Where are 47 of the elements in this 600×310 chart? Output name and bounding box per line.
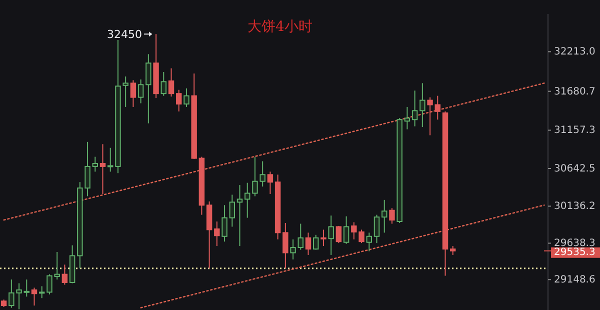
candlestick [24, 279, 30, 298]
candlestick [420, 82, 426, 128]
candlestick [39, 286, 45, 299]
y-tick-label: 32213.0 [554, 46, 596, 58]
candlestick [168, 68, 174, 98]
candlestick [389, 208, 395, 224]
candlestick [146, 54, 152, 124]
candlestick [267, 171, 274, 194]
annotation: 32450 [107, 28, 142, 42]
candlestick [305, 232, 312, 256]
candlestick [100, 144, 106, 194]
y-tick-label: 31680.7 [554, 86, 596, 98]
text: 29535.3 [554, 246, 596, 258]
candlestick [222, 204, 228, 242]
candlestick [290, 238, 296, 260]
candlestick [374, 214, 380, 244]
candlestick [236, 184, 243, 247]
candlestick [214, 220, 220, 247]
candlestick [382, 199, 388, 234]
candlestick [366, 232, 372, 252]
y-tick-label: 29148.6 [554, 274, 596, 286]
y-tick-label: 30642.5 [554, 164, 596, 175]
chart-title: 大饼4小时 [248, 19, 312, 35]
candlestick [31, 287, 38, 306]
candlestick [282, 222, 288, 269]
candlestick [313, 234, 319, 250]
candlestick [336, 225, 342, 244]
candlestick [412, 90, 418, 127]
candlestick [404, 106, 410, 130]
candlestick [62, 264, 68, 286]
candlestick [92, 156, 98, 172]
candlestick [343, 216, 350, 244]
candlestick [176, 89, 182, 112]
candlestick [108, 147, 114, 172]
candlestick [328, 215, 334, 256]
candlestick [229, 194, 235, 228]
candlestick [320, 229, 326, 247]
candlestick [427, 96, 433, 136]
candlestick [244, 182, 250, 218]
candlestick [138, 78, 144, 104]
candlestick [130, 80, 136, 108]
y-tick-label: 30136.2 [554, 201, 596, 212]
candlestick [434, 95, 440, 120]
y-tick-label: 31157.3 [554, 125, 596, 136]
candlestick [184, 88, 190, 108]
candlestick [298, 223, 304, 250]
candlestick [160, 72, 166, 96]
